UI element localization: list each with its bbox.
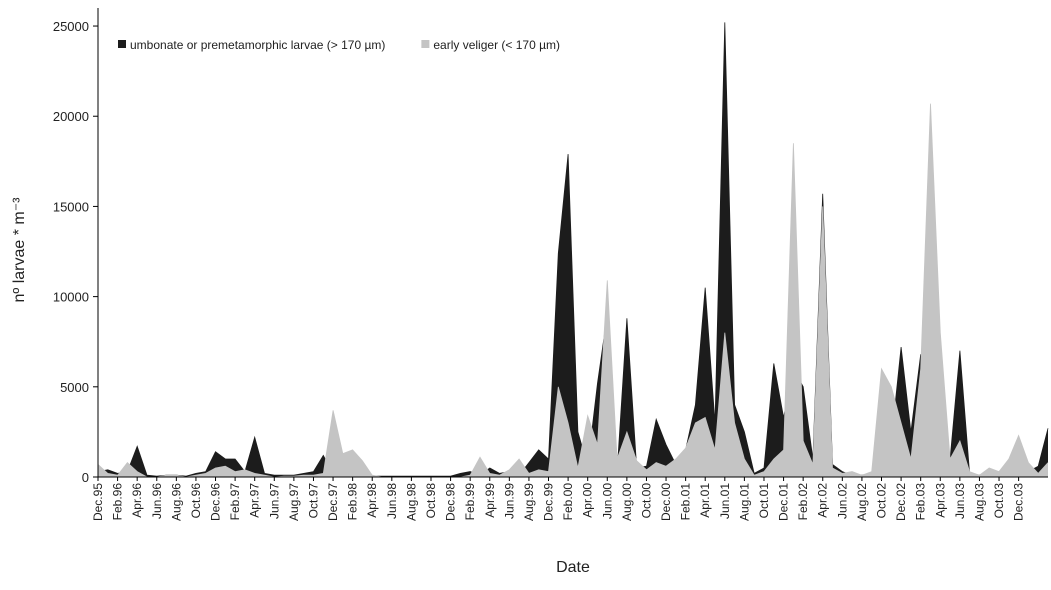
x-tick-label: Apr.98 [365, 483, 379, 518]
x-tick-label: Jun.01 [718, 483, 732, 519]
x-tick-label: Dec.99 [542, 483, 556, 521]
x-tick-label: Apr.96 [130, 483, 144, 518]
x-tick-label: Oct.03 [992, 483, 1006, 519]
x-tick-label: Dec.95 [91, 483, 105, 521]
x-tick-label: Apr.97 [248, 483, 262, 518]
y-axis-label: nº larvae * m⁻³ [11, 197, 28, 303]
x-tick-label: Dec.98 [444, 483, 458, 521]
x-tick-label: Aug.01 [737, 483, 751, 521]
x-tick-label: Feb.00 [561, 483, 575, 521]
x-tick-label: Feb.02 [796, 483, 810, 521]
x-tick-label: Dec.03 [1012, 483, 1026, 521]
legend-swatch [118, 40, 126, 48]
y-tick-label: 15000 [53, 199, 89, 214]
y-tick-label: 5000 [60, 380, 89, 395]
x-tick-label: Feb.96 [111, 483, 125, 521]
x-tick-label: Feb.03 [914, 483, 928, 521]
y-tick-label: 25000 [53, 19, 89, 34]
x-tick-label: Jun.02 [835, 483, 849, 519]
x-tick-label: Oct.02 [875, 483, 889, 519]
x-tick-label: Dec.02 [894, 483, 908, 521]
x-tick-label: Feb.97 [228, 483, 242, 521]
x-axis-label: Date [556, 559, 590, 576]
x-tick-label: Jun.98 [385, 483, 399, 519]
y-tick-label: 20000 [53, 109, 89, 124]
x-tick-label: Oct.01 [757, 483, 771, 519]
x-tick-label: Apr.99 [483, 483, 497, 518]
x-tick-label: Aug.00 [620, 483, 634, 521]
x-tick-label: Oct.00 [639, 483, 653, 519]
x-tick-label: Oct.98 [424, 483, 438, 519]
x-tick-label: Aug.98 [404, 483, 418, 521]
x-tick-label: Dec.00 [659, 483, 673, 521]
x-tick-label: Aug.03 [972, 483, 986, 521]
y-tick-label: 10000 [53, 290, 89, 305]
x-tick-label: Jun.96 [150, 483, 164, 519]
x-tick-label: Jun.97 [267, 483, 281, 519]
x-tick-label: Apr.03 [933, 483, 947, 518]
x-tick-label: Apr.00 [581, 483, 595, 518]
x-tick-label: Feb.98 [346, 483, 360, 521]
x-tick-label: Apr.01 [698, 483, 712, 518]
area-fill [98, 22, 1048, 478]
x-tick-label: Aug.99 [522, 483, 536, 521]
x-tick-label: Aug.97 [287, 483, 301, 521]
x-tick-label: Apr.02 [816, 483, 830, 518]
legend-label: early veliger (< 170 µm) [433, 38, 560, 52]
x-tick-label: Feb.99 [463, 483, 477, 521]
x-tick-label: Oct.97 [306, 483, 320, 519]
legend-swatch [421, 40, 430, 48]
x-tick-label: Feb.01 [679, 483, 693, 521]
x-tick-label: Dec.96 [209, 483, 223, 521]
legend-label: umbonate or premetamorphic larvae (> 170… [130, 38, 385, 52]
x-tick-label: Jun.03 [953, 483, 967, 519]
area-line [97, 103, 1049, 478]
y-tick-label: 0 [82, 470, 89, 485]
x-tick-label: Aug.02 [855, 483, 869, 521]
x-tick-label: Jun.00 [600, 483, 614, 519]
x-tick-label: Oct.96 [189, 483, 203, 519]
x-tick-label: Dec.97 [326, 483, 340, 521]
x-tick-label: Jun.99 [502, 483, 516, 519]
x-tick-label: Aug.96 [169, 483, 183, 521]
x-tick-label: Dec.01 [777, 483, 791, 521]
